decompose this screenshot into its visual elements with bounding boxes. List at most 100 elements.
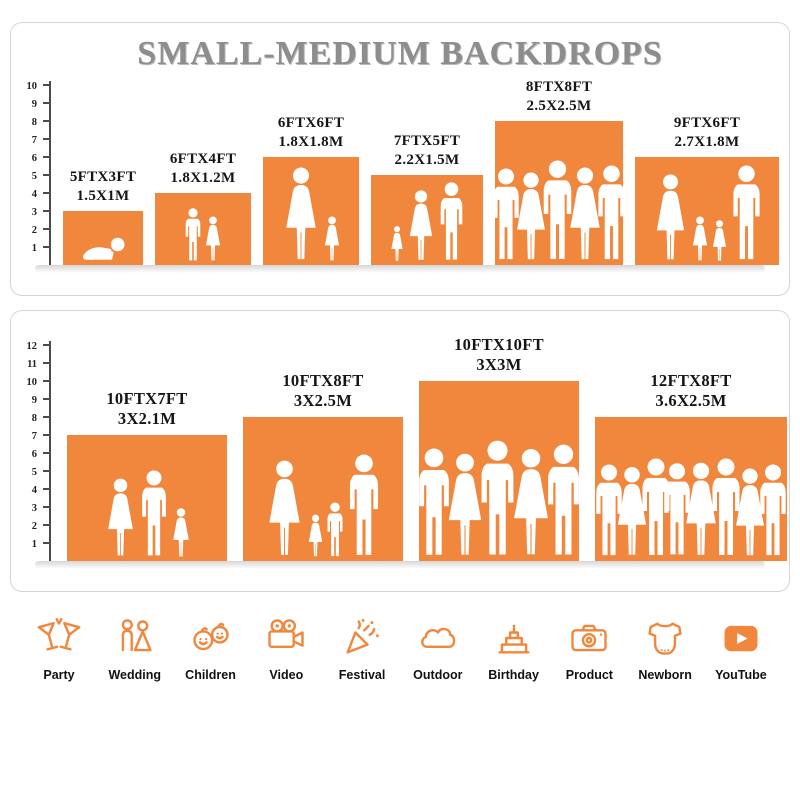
backdrop-preview (419, 381, 579, 561)
backdrop-size-label: 7FTX5FT 2.2X1.5M (393, 133, 461, 168)
people-silhouette (595, 458, 787, 558)
backdrop-size-label: 5FTX3FT 1.5X1M (69, 169, 137, 204)
backdrop-size-label: 12FTX8FT 3.6X2.5M (650, 370, 732, 410)
man-icon (138, 470, 170, 558)
youtube-play-icon (724, 625, 758, 652)
backdrop-item: 10FTX10FT 3X3M (419, 335, 579, 561)
category-label: Party (43, 668, 75, 682)
people-silhouette (495, 160, 623, 262)
category-label: Children (185, 668, 236, 682)
category-label: Outdoor (413, 668, 463, 682)
girl-icon (170, 508, 192, 558)
ruler-tick (43, 120, 51, 122)
ruler-tick (43, 362, 51, 364)
backdrop-size-label: 6FTX6FT 1.8X1.8M (277, 115, 345, 150)
category-label: Festival (338, 668, 386, 682)
people-silhouette (263, 167, 359, 262)
category-festival: Festival (329, 616, 395, 682)
ruler-tick (43, 210, 51, 212)
category-outdoor: Outdoor (405, 616, 471, 682)
man-icon (756, 464, 790, 558)
category-label: Birthday (488, 668, 539, 682)
ruler-tick (43, 192, 51, 194)
category-youtube: YouTube (708, 616, 774, 682)
ruler-tick (43, 174, 51, 176)
ruler-tick-number: 9 (31, 99, 37, 110)
page-title: SMALL-MEDIUM BACKDROPS (137, 35, 663, 72)
height-ruler: 1 2 3 4 5 6 7 8 9 10 11 12 (25, 341, 51, 561)
people-silhouette (63, 236, 143, 262)
ruler-tick (43, 470, 51, 472)
backdrop-item: 8FTX8FT 2.5X2.5M (495, 78, 623, 265)
backdrop-preview (371, 175, 483, 265)
people-silhouette (635, 165, 779, 262)
ruler-tick-number: 8 (31, 413, 37, 424)
ground-shadow (35, 561, 765, 569)
category-product: Product (556, 616, 622, 682)
mother-icon (651, 174, 690, 262)
ruler-tick (43, 434, 51, 436)
woman-icon (103, 478, 138, 558)
girl-icon (690, 216, 710, 262)
man-icon (543, 444, 584, 558)
height-ruler: 1 2 3 4 5 6 7 8 9 10 (25, 81, 51, 265)
people-silhouette (419, 440, 579, 558)
ruler-tick (43, 138, 51, 140)
boy-icon (183, 208, 203, 262)
backdrop-preview (635, 157, 779, 265)
ruler-tick-number: 1 (31, 243, 37, 254)
small-backdrops-stage: 1 2 3 4 5 6 7 8 9 10 5FTX3FT 1.5X1M 6FTX4FT 1.8X1… (21, 75, 779, 265)
toddler-icon (389, 226, 405, 262)
backdrop-size-label: 9FTX6FT 2.7X1.8M (673, 115, 741, 150)
father-icon (345, 454, 383, 558)
people-silhouette (67, 470, 227, 558)
ruler-tick-number: 5 (31, 467, 37, 478)
ruler-tick-number: 9 (31, 395, 37, 406)
ruler-tick (43, 102, 51, 104)
cloud-icon (420, 627, 456, 649)
backdrop-item: 7FTX5FT 2.2X1.5M (371, 132, 483, 265)
children-faces-icon (192, 622, 229, 651)
father-icon (729, 165, 764, 262)
backdrop-item: 6FTX4FT 1.8X1.2M (155, 150, 251, 265)
ruler-tick-number: 3 (31, 207, 37, 218)
category-children: Children (178, 616, 244, 682)
backdrop-preview (495, 121, 623, 265)
ruler-tick (43, 416, 51, 418)
ruler-tick (43, 344, 51, 346)
ruler-tick-number: 12 (26, 341, 38, 352)
ruler-tick-number: 6 (31, 153, 37, 164)
backdrop-preview (155, 193, 251, 265)
backdrop-item: 9FTX6FT 2.7X1.8M (635, 114, 779, 265)
category-label: Video (269, 668, 304, 682)
ground-shadow (35, 265, 765, 273)
ruler-tick-number: 8 (31, 117, 37, 128)
party-drinks-icon (37, 618, 81, 651)
category-row: Party Wedding (0, 606, 800, 682)
ruler-tick-number: 5 (31, 171, 37, 182)
ruler-tick (43, 84, 51, 86)
backdrop-item: 12FTX8FT 3.6X2.5M (595, 371, 787, 561)
backdrop-preview (63, 211, 143, 265)
category-label: Product (565, 668, 613, 682)
medium-backdrops-panel: 1 2 3 4 5 6 7 8 9 10 11 12 10FTX7FT 3X2.1M 10FTX8FT (10, 310, 790, 592)
ruler-tick-number: 2 (31, 225, 37, 236)
photo-camera-icon (571, 624, 608, 652)
ruler-tick (43, 380, 51, 382)
man-icon (437, 182, 466, 262)
category-label: Newborn (638, 668, 692, 682)
mother-icon (263, 460, 306, 558)
backdrop-preview (263, 157, 359, 265)
ruler-tick (43, 246, 51, 248)
ruler-tick-number: 4 (31, 189, 37, 200)
ruler-tick (43, 156, 51, 158)
wedding-couple-icon (121, 619, 152, 652)
boy-icon (325, 502, 345, 558)
ruler-tick (43, 488, 51, 490)
backdrop-size-label: 6FTX4FT 1.8X1.2M (169, 151, 237, 186)
video-camera-icon (268, 619, 305, 649)
ruler-tick (43, 398, 51, 400)
ruler-tick (43, 506, 51, 508)
festival-popper-icon (346, 618, 379, 654)
